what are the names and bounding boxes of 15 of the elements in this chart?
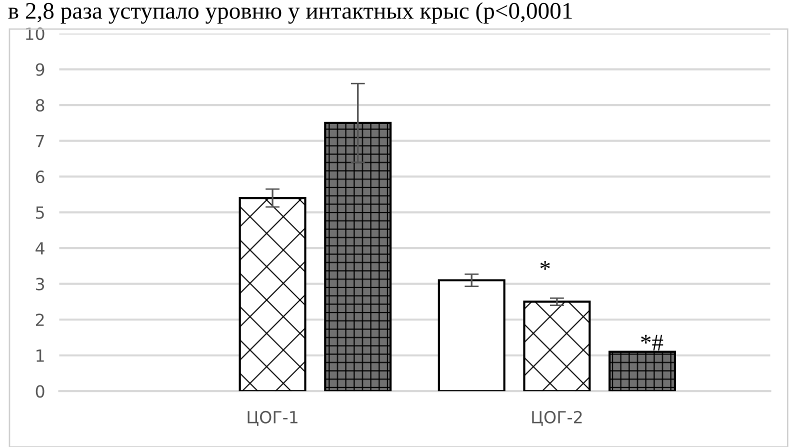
y-tick-label: 3 [36, 278, 44, 290]
annotation: * [540, 261, 550, 270]
y-tick-label: 4 [36, 242, 44, 254]
y-tick-label: 0 [36, 385, 44, 398]
y-tick-label: 2 [36, 314, 44, 326]
x-tick-label: ЦОГ-2 [532, 410, 582, 426]
y-tick-label: 5 [36, 206, 44, 219]
y-tick-label: 7 [36, 134, 44, 148]
y-tick-label: 9 [36, 63, 44, 76]
x-tick-label: ЦОГ-1 [248, 410, 298, 426]
y-tick-label: 1 [36, 350, 44, 362]
y-tick-label: 6 [36, 170, 44, 184]
annotation: *# [641, 334, 664, 350]
text: в 2,8 раза уступало уровню у интактных крыс (p<0,0001 [8, 2, 572, 24]
y-tick-label: 8 [36, 99, 44, 112]
